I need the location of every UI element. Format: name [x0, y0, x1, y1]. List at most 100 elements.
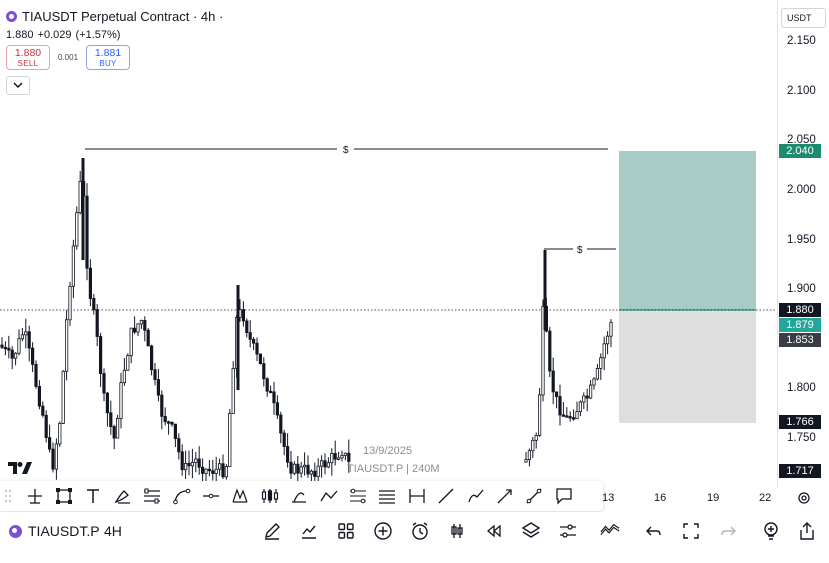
symbol-selector[interactable]: TIAUSDT.P — [9, 523, 100, 539]
pattern-tool[interactable] — [226, 481, 255, 511]
candle-body — [575, 411, 579, 420]
fib-tool[interactable] — [343, 481, 372, 511]
candle-body — [10, 349, 14, 359]
candle-body — [48, 437, 52, 450]
gear-icon[interactable] — [797, 491, 811, 505]
candle-body — [555, 391, 559, 397]
trend-line-tool[interactable] — [431, 481, 460, 511]
horizontal-line-tool[interactable] — [196, 481, 225, 511]
sell-button[interactable]: 1.880 SELL — [6, 45, 50, 70]
prev-price-tag: 1.853 — [779, 333, 821, 347]
redo-button[interactable] — [718, 521, 738, 541]
candle-body — [609, 322, 613, 337]
object-tree-button[interactable] — [521, 521, 541, 541]
replay-button[interactable] — [484, 521, 504, 541]
candle-body — [200, 466, 205, 474]
ideas-button[interactable] — [761, 521, 781, 541]
idea-icon — [764, 522, 778, 540]
candle-body — [166, 421, 171, 424]
tia-symbol-icon — [9, 524, 22, 538]
add-button[interactable] — [373, 521, 393, 541]
path-tool[interactable] — [461, 481, 490, 511]
candle-body — [194, 458, 198, 463]
time-tick: 22 — [759, 492, 772, 504]
compare-button[interactable] — [600, 521, 620, 541]
candle-body — [58, 422, 62, 445]
candle-body — [173, 423, 177, 439]
currency-select[interactable]: USDT — [781, 8, 826, 28]
buy-button[interactable]: 1.881 BUY — [86, 45, 131, 70]
indicators-button[interactable] — [299, 521, 319, 541]
chart-type-button[interactable] — [447, 521, 467, 541]
ray-tool[interactable] — [520, 481, 549, 511]
candle-body — [538, 394, 542, 436]
timeframe-selector[interactable]: 4H — [104, 523, 122, 539]
candle-body — [95, 309, 99, 337]
candle-body — [326, 462, 331, 468]
title-row[interactable]: TIAUSDT Perpetual Contract · 4h · — [6, 9, 223, 24]
parallel-channel-tool[interactable] — [138, 481, 167, 511]
date-range-tool[interactable] — [402, 481, 431, 511]
candle-body — [258, 353, 263, 365]
undo-button[interactable] — [644, 521, 664, 541]
arc-tool[interactable] — [285, 481, 314, 511]
draw-button[interactable] — [262, 521, 282, 541]
horizontal-line-icon — [203, 493, 220, 499]
rectangle-tool[interactable] — [49, 481, 78, 511]
currency-label: USDT — [787, 13, 812, 23]
cursor-cross-tool[interactable] — [20, 481, 49, 511]
chart-canvas[interactable]: $ $ — [0, 0, 777, 488]
fullscreen-icon — [683, 523, 699, 539]
candle-body — [296, 463, 300, 474]
price-change: +0.029 — [37, 29, 72, 41]
target-zone[interactable] — [619, 151, 756, 310]
candle-body — [262, 363, 266, 380]
candle-body — [170, 421, 174, 425]
candle-body — [217, 463, 222, 470]
candle-body — [204, 468, 208, 474]
price-tick: 1.800 — [787, 382, 816, 394]
ray-icon — [526, 488, 542, 504]
share-button[interactable] — [797, 521, 817, 541]
drag-grip-icon[interactable] — [4, 489, 12, 503]
layout-button[interactable] — [336, 521, 356, 541]
stop-zone[interactable] — [619, 311, 756, 423]
horizontal-lines-tool[interactable] — [373, 481, 402, 511]
alert-button[interactable] — [410, 521, 430, 541]
price-axis[interactable]: USDT 2.150 2.100 2.050 2.000 1.950 1.900… — [777, 0, 829, 488]
candle-body — [582, 395, 586, 403]
comment-tool[interactable] — [549, 481, 578, 511]
curve-tool[interactable] — [167, 481, 196, 511]
fullscreen-button[interactable] — [681, 521, 701, 541]
candles-icon — [261, 489, 278, 503]
candle-body — [306, 464, 310, 475]
candle-body — [558, 396, 562, 416]
collapse-legend-button[interactable] — [6, 76, 30, 95]
candle-body — [139, 320, 143, 325]
candle-body — [251, 338, 256, 344]
candle-body — [595, 368, 600, 380]
candle-body — [330, 453, 334, 464]
polyline-tool[interactable] — [314, 481, 343, 511]
candle-body — [313, 470, 317, 477]
curve-icon — [172, 488, 190, 505]
candle-body — [149, 345, 154, 371]
candle-body — [568, 416, 572, 419]
brush-tool[interactable] — [108, 481, 137, 511]
text-tool[interactable] — [79, 481, 108, 511]
polyline-icon — [320, 490, 338, 502]
candle-body — [44, 414, 48, 438]
dollar-mark-1: $ — [343, 145, 349, 156]
trend-line-icon — [438, 488, 454, 504]
bottom-symbol: TIAUSDT.P — [28, 523, 100, 539]
candle-body — [524, 459, 528, 463]
candle-body — [17, 338, 21, 354]
arrow-tool[interactable] — [490, 481, 519, 511]
alert-clock-icon — [412, 522, 428, 540]
candle-body — [177, 438, 181, 453]
candles-tool[interactable] — [255, 481, 284, 511]
candle-body — [197, 458, 201, 468]
settings-button[interactable] — [558, 521, 578, 541]
buy-price: 1.881 — [94, 46, 122, 59]
